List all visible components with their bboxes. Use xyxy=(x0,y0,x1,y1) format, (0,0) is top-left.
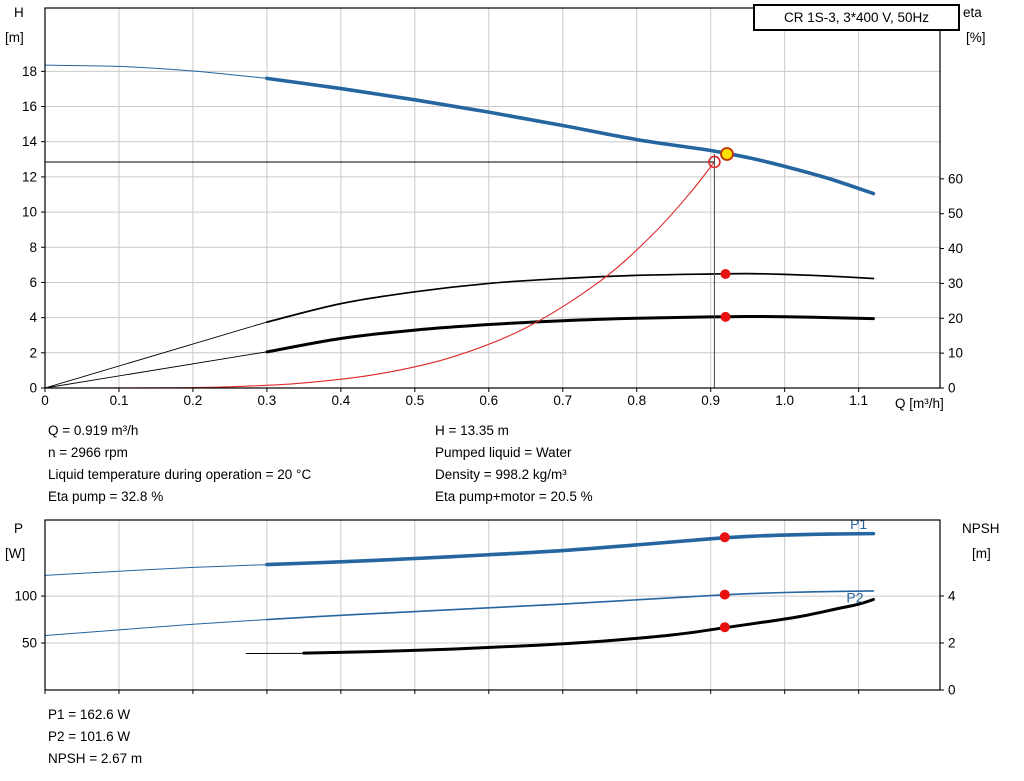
y-left-tick-label: 100 xyxy=(14,589,37,604)
eta-axis-label: eta xyxy=(963,5,982,20)
power-axis-unit: [W] xyxy=(5,546,26,561)
npsh-axis-unit: [m] xyxy=(972,546,991,561)
eta-pump-curve-lead xyxy=(44,321,268,389)
x-tick-label: 0.6 xyxy=(479,393,498,408)
x-tick-label: 0.3 xyxy=(258,393,277,408)
chart-power-npsh: P1 P2 50 100 0 2 4 xyxy=(14,516,956,698)
y-right-tick-label: 4 xyxy=(948,588,956,603)
q-axis-label: Q [m³/h] xyxy=(895,396,944,411)
duty-parabola xyxy=(44,161,715,389)
y-left-tick-label: 0 xyxy=(29,381,37,396)
y-left-tick-label: 8 xyxy=(29,240,37,255)
info-line-temp: Liquid temperature during operation = 20… xyxy=(48,467,312,482)
x-tick-label: 0.9 xyxy=(701,393,720,408)
curve-label-P2: P2 xyxy=(846,590,863,606)
info-line-n: n = 2966 rpm xyxy=(48,445,128,460)
info-line-h: H = 13.35 m xyxy=(435,423,509,438)
y-left-tick-label: 14 xyxy=(22,134,38,149)
info-line-eta-pump: Eta pump = 32.8 % xyxy=(48,489,164,504)
eta-pump-motor-point xyxy=(720,311,731,322)
duty-info-right-column: H = 13.35 m Pumped liquid = Water Densit… xyxy=(435,420,593,508)
y-right-tick-label: 2 xyxy=(948,635,956,650)
npsh-point xyxy=(719,622,730,633)
y-left-tick-label: 50 xyxy=(22,636,37,651)
power-axis-label: P xyxy=(14,521,24,536)
y-right-tick-label: 40 xyxy=(948,241,963,256)
npsh-axis-label: NPSH xyxy=(962,521,1000,536)
x-tick-label: 0.7 xyxy=(553,393,572,408)
x-tick-label: 0.8 xyxy=(627,393,646,408)
eta-pump-curve xyxy=(266,272,875,323)
info-line-liquid: Pumped liquid = Water xyxy=(435,445,572,460)
p2-curve-lead xyxy=(44,619,268,637)
y-left-tick-label: 16 xyxy=(22,99,37,114)
power-info-column: P1 = 162.6 W P2 = 101.6 W NPSH = 2.67 m xyxy=(48,704,142,770)
x-tick-label: 0.4 xyxy=(331,393,350,408)
p1-curve-lead xyxy=(44,564,268,576)
y-right-tick-label: 0 xyxy=(948,683,956,698)
info-line-density: Density = 998.2 kg/m³ xyxy=(435,467,567,482)
x-tick-label: 0.5 xyxy=(405,393,424,408)
chart-hq-eta: 0 0.1 0.2 0.3 0.4 0.5 0.6 0.7 0.8 0.9 1.0 1.1 0 2 4 6 8 1… xyxy=(22,7,963,408)
x-tick-label: 1.0 xyxy=(775,393,794,408)
eta-pump-motor-curve xyxy=(265,315,875,354)
info-line-p1: P1 = 162.6 W xyxy=(48,707,131,722)
info-line-eta-pump-motor: Eta pump+motor = 20.5 % xyxy=(435,489,593,504)
y-left-tick-label: 4 xyxy=(29,310,37,325)
curve-label-P1: P1 xyxy=(850,516,867,532)
y-left-tick-label: 2 xyxy=(29,345,37,360)
y-left-tick-label: 10 xyxy=(22,205,37,220)
eta-axis-unit: [%] xyxy=(966,30,986,45)
y-right-tick-label: 30 xyxy=(948,276,963,291)
plot-border xyxy=(44,7,941,389)
requested-duty-marker xyxy=(708,155,721,169)
npsh-curve xyxy=(302,597,875,655)
h-axis-unit: [m] xyxy=(5,30,24,45)
p1-point xyxy=(719,532,730,543)
y-right-tick-label: 50 xyxy=(948,206,963,221)
hq-curve-lead xyxy=(44,64,268,79)
duty-info-left-column: Q = 0.919 m³/h n = 2966 rpm Liquid tempe… xyxy=(48,420,311,508)
duty-point-marker xyxy=(720,147,734,161)
p2-point xyxy=(719,589,730,600)
p2-curve xyxy=(266,590,875,621)
pump-model-title: CR 1S-3, 3*400 V, 50Hz xyxy=(753,4,960,31)
eta-pump-point xyxy=(720,269,731,279)
y-right-tick-label: 60 xyxy=(948,171,963,186)
x-tick-label: 0.2 xyxy=(184,393,203,408)
y-left-tick-label: 18 xyxy=(22,64,37,79)
info-line-npsh: NPSH = 2.67 m xyxy=(48,751,143,766)
y-left-tick-label: 6 xyxy=(29,275,37,290)
h-axis-label: H xyxy=(14,5,24,20)
x-tick-label: 1.1 xyxy=(849,393,868,408)
x-tick-label: 0.1 xyxy=(110,393,129,408)
y-right-tick-label: 0 xyxy=(948,381,956,396)
info-line-p2: P2 = 101.6 W xyxy=(48,729,131,744)
x-tick-label: 0 xyxy=(41,393,49,408)
y-right-tick-label: 10 xyxy=(948,346,963,361)
eta-pump-motor-curve-lead xyxy=(44,351,268,389)
p1-curve xyxy=(265,531,876,567)
plot-border xyxy=(44,519,941,691)
info-line-q: Q = 0.919 m³/h xyxy=(48,423,139,438)
y-right-tick-label: 20 xyxy=(948,311,963,326)
y-left-tick-label: 12 xyxy=(22,169,37,184)
hq-curve xyxy=(265,76,876,196)
